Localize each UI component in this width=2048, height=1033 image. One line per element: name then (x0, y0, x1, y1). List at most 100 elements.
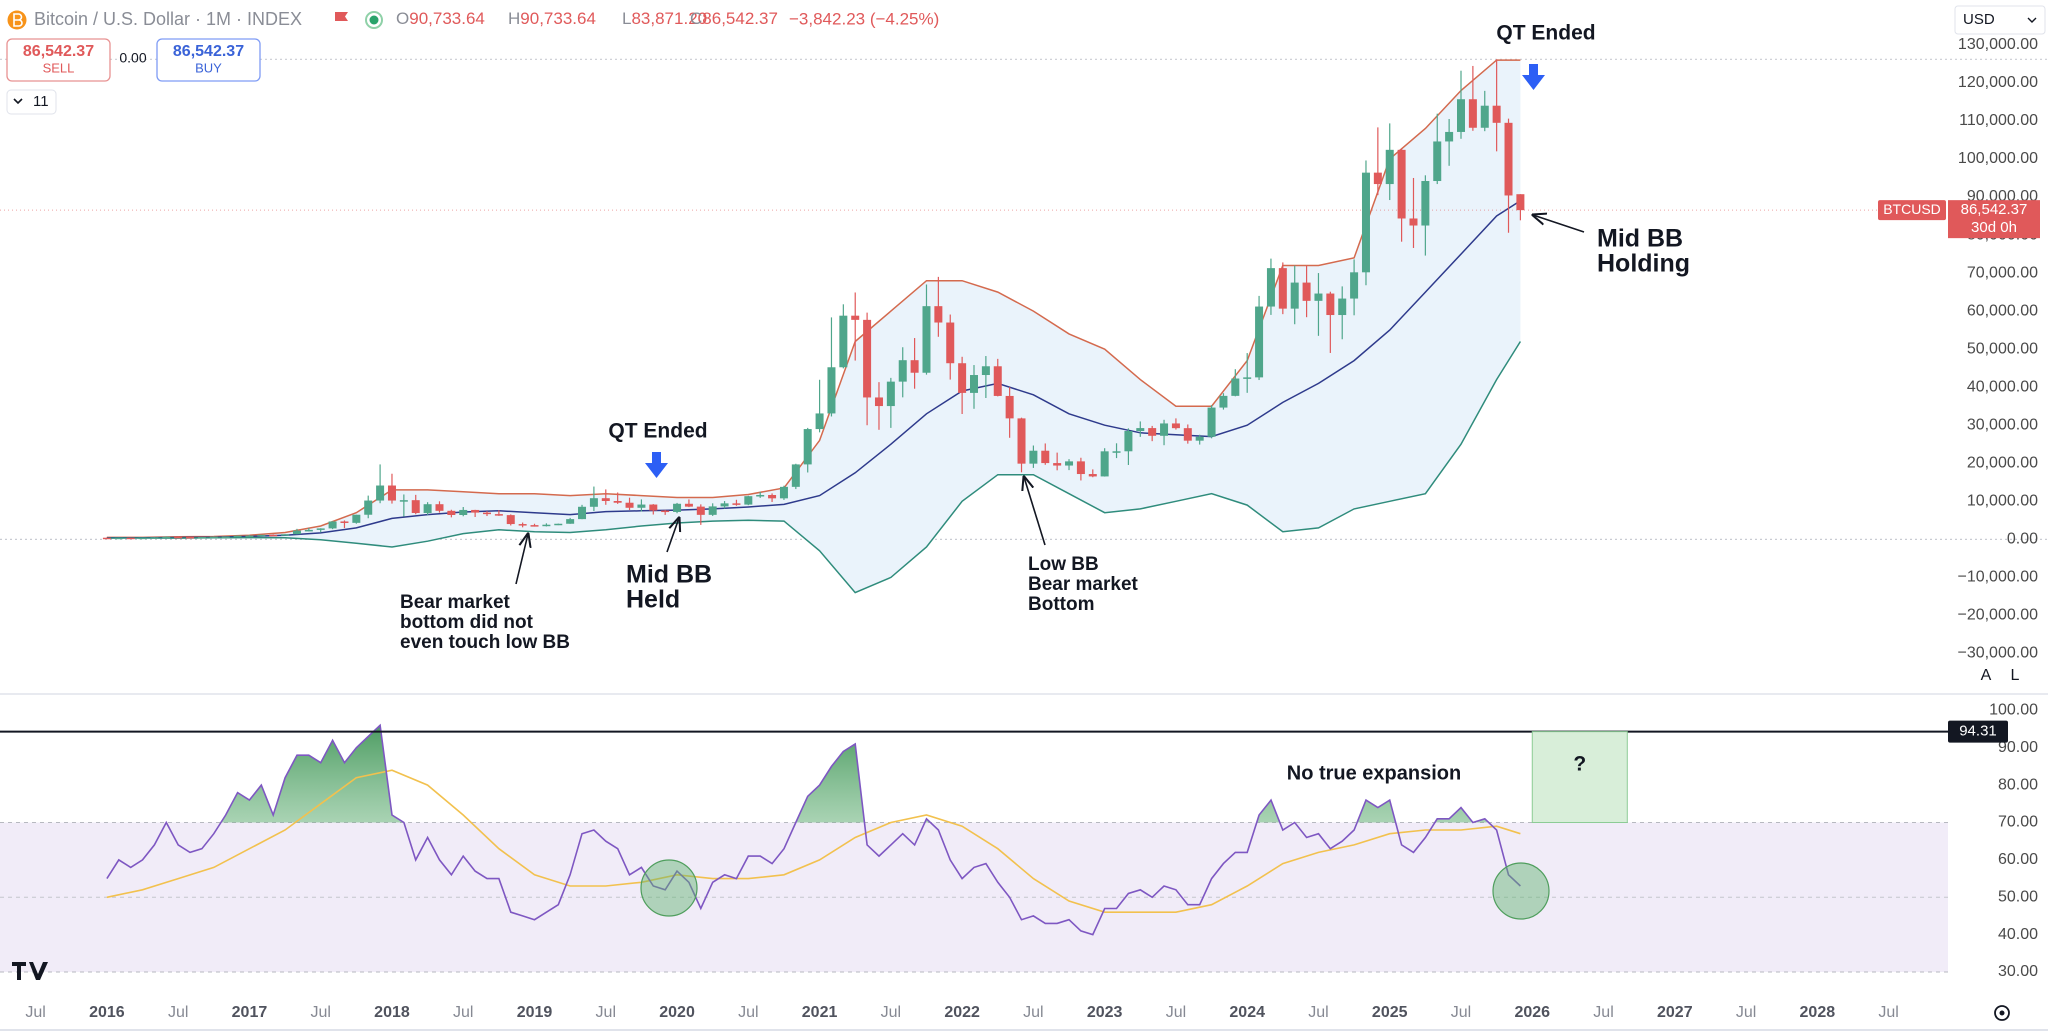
y-tick-label: 20,000.00 (1967, 454, 2038, 471)
y-tick-label: 130,000.00 (1958, 36, 2038, 53)
y-tick-label: 40.00 (1998, 926, 2038, 943)
buy-label: BUY (195, 60, 222, 75)
status-dot (369, 15, 379, 25)
candle-body (993, 366, 1002, 396)
candle-body (411, 500, 420, 513)
ohlc-value: 83,871.20 (631, 9, 707, 28)
candle-body (934, 306, 943, 323)
band-lower (106, 341, 1522, 594)
data-layer (0, 59, 1948, 936)
annotation: Held (626, 586, 680, 614)
candle-body (886, 381, 895, 407)
highlight-circle (1492, 862, 1550, 920)
candle-body (1468, 99, 1477, 128)
candle-body (981, 366, 990, 376)
candle-body (1504, 122, 1513, 196)
candle-body (292, 530, 301, 535)
candle-body (340, 521, 349, 523)
x-tick-label: 2017 (232, 1004, 268, 1021)
sell-button[interactable] (6, 38, 111, 82)
ohlc-key: L (622, 9, 631, 28)
candle-body (1302, 282, 1311, 301)
y-tick-label: 70,000.00 (1967, 264, 2038, 281)
candle-body (114, 537, 123, 540)
x-tick-label: Jul (25, 1004, 45, 1021)
candle-body (732, 503, 741, 505)
candle-body (1361, 172, 1370, 273)
candle-body (756, 494, 765, 497)
candle-body (1290, 282, 1299, 309)
candle-body (946, 322, 955, 364)
price-tag (1948, 200, 2040, 239)
text-layer: Bitcoin / U.S. Dollar · 1M · INDEX −3,84… (23, 9, 2040, 1021)
ohlc-value: 86,542.37 (702, 9, 778, 28)
candle-body (483, 512, 491, 515)
x-tick-label: Jul (168, 1004, 188, 1021)
candle-body (637, 504, 646, 508)
blue-arrow (645, 452, 668, 478)
candle-body (625, 502, 634, 508)
candle-body (601, 498, 610, 502)
y-tick-label: 70.00 (1998, 814, 2038, 831)
candle-body (1160, 423, 1169, 436)
auto-scale-button[interactable]: A (1981, 667, 1992, 684)
rsi-annotation: No true expansion (1287, 762, 1461, 784)
x-tick-label: Jul (1166, 1004, 1186, 1021)
x-tick-label: Jul (881, 1004, 901, 1021)
candle-body (578, 506, 587, 520)
price-tag-label: 86,542.37 (1961, 201, 2028, 218)
candle-body (970, 375, 978, 393)
candle-body (1314, 293, 1323, 301)
annotation: Mid BB (1597, 225, 1683, 253)
candle-body (1338, 298, 1347, 316)
symbol-tag (1878, 200, 1946, 221)
candle-body (257, 534, 266, 537)
y-tick-label: 50.00 (1998, 888, 2038, 905)
candle-body (494, 514, 503, 516)
candle-body (684, 503, 693, 507)
candle-body (1171, 423, 1180, 429)
x-tick-label: 2020 (659, 1004, 695, 1021)
blue-arrow (1522, 64, 1545, 90)
candle-body (459, 509, 468, 516)
ohlc-value: 90,733.64 (520, 9, 596, 28)
currency-dropdown[interactable] (1954, 5, 2046, 35)
rsi-band (0, 822, 1948, 972)
flag-icon[interactable] (335, 12, 348, 21)
x-tick-label: Jul (1023, 1004, 1043, 1021)
candle-body (1350, 272, 1359, 299)
sell-label: SELL (43, 60, 75, 75)
candle-body (910, 360, 919, 373)
log-scale-button[interactable]: L (2011, 667, 2020, 684)
y-tick-label: −20,000.00 (1957, 607, 2038, 624)
y-tick-label: 30.00 (1998, 963, 2038, 980)
y-tick-label: 100.00 (1989, 702, 2038, 719)
decoration-layer (0, 5, 2048, 1031)
y-tick-label: −10,000.00 (1957, 569, 2038, 586)
x-tick-label: 2025 (1372, 1004, 1408, 1021)
candle-body (696, 506, 705, 515)
candle-body (1112, 451, 1121, 453)
bitcoin-glyph (13, 13, 23, 27)
buy-button[interactable] (156, 38, 261, 82)
y-tick-label: 100,000.00 (1958, 150, 2038, 167)
settings-icon[interactable] (1994, 1005, 2010, 1021)
candle-body (423, 504, 432, 513)
candle-body (471, 509, 480, 513)
candle-body (1397, 149, 1406, 219)
candle-body (839, 315, 848, 368)
x-tick-label: 2027 (1657, 1004, 1693, 1021)
level-tag-label: 94.31 (1959, 723, 1997, 740)
x-tick-label: 2023 (1087, 1004, 1123, 1021)
indicators-toggle[interactable] (6, 89, 57, 115)
candle-body (352, 514, 361, 523)
candle-body (221, 536, 230, 539)
candle-body (922, 306, 931, 373)
annotation: Bear market (400, 592, 511, 613)
candle-body (435, 504, 444, 511)
annotation: QT Ended (608, 420, 707, 443)
chevron-icon (13, 98, 23, 105)
annotation: Mid BB (626, 561, 712, 589)
y-tick-label: 60.00 (1998, 851, 2038, 868)
